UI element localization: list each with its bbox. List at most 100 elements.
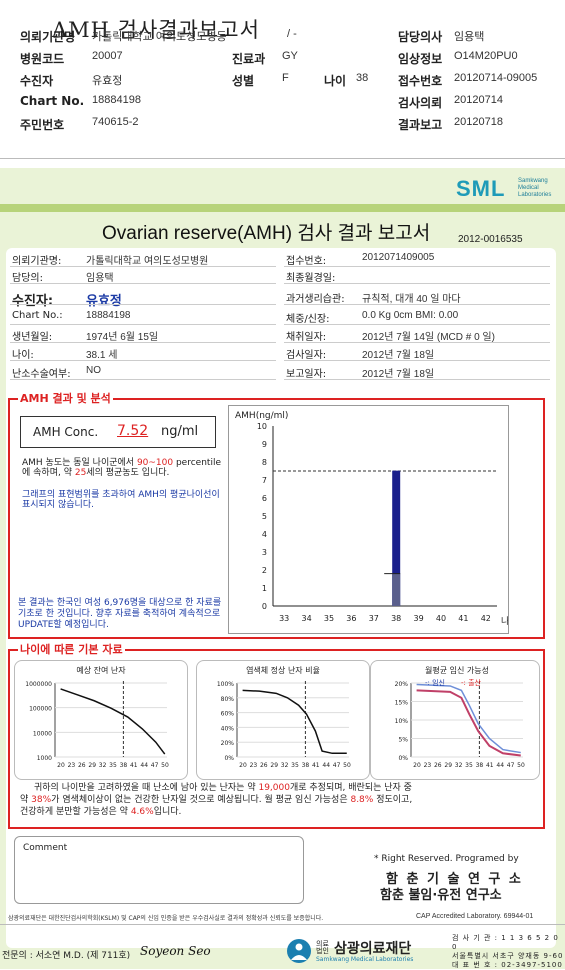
mini-x-tick: 41: [486, 762, 494, 769]
info-label: 접수번호:: [286, 256, 327, 267]
amh-desc-text: 세의 평균농도 입니다.: [86, 468, 170, 478]
info-value: 1974년 6월 15일: [86, 332, 159, 343]
lab-name-2: 함춘 불임·유전 연구소: [380, 888, 502, 903]
y-tick-label: 8: [262, 458, 267, 467]
info-label: 난소수술여부:: [12, 369, 71, 380]
header-value: 18884198: [92, 94, 141, 106]
age-text: 입니다.: [153, 807, 182, 817]
age-text: 건강하게 분만할 가능성은 약: [20, 807, 131, 817]
sml-logo-sub: Laboratories: [518, 192, 552, 198]
mini-x-tick: 26: [434, 762, 442, 769]
row-divider: [10, 304, 276, 305]
lab-street: 서울특별시 서초구 양재동 9-60: [452, 952, 564, 960]
mini-x-tick: 50: [343, 762, 351, 769]
chart-ylabel: AMH(ng/ml): [235, 411, 288, 421]
y-tick-label: 0: [262, 602, 267, 611]
header-value: 38: [356, 72, 369, 84]
mini-x-tick: 20: [57, 762, 65, 769]
row-divider: [10, 379, 276, 380]
info-label: 최종월경일:: [286, 273, 336, 284]
amh-data-note: 본 결과는 한국인 여성 6,976명을 대상으로 한 자료를 기초로 한 것입…: [18, 598, 222, 630]
x-tick-label: 33: [279, 614, 289, 623]
y-tick-label: 9: [262, 440, 267, 449]
pregnancy-curve: [416, 683, 521, 754]
mini-y-tick: 20%: [221, 740, 235, 747]
age-text: 정도이고,: [373, 795, 413, 805]
header-label: Chart No.: [20, 94, 85, 108]
header-value: 20120714: [454, 94, 503, 106]
y-tick-label: 6: [262, 494, 267, 503]
normal-egg-ratio: 38%: [31, 795, 52, 805]
x-tick-label: 41: [458, 614, 468, 623]
header-value: GY: [282, 50, 298, 62]
mini-y-tick: 100%: [217, 681, 234, 688]
row-divider: [10, 283, 276, 284]
mini-x-tick: 35: [109, 762, 117, 769]
delivery-probability: 4.6%: [130, 807, 154, 817]
age-text: 약: [20, 795, 32, 805]
mini-y-tick: 10000: [33, 730, 52, 737]
row-divider: [10, 266, 276, 267]
y-tick-label: 7: [262, 476, 267, 485]
birth-curve: [416, 689, 521, 757]
mini-x-tick: 32: [455, 762, 463, 769]
mini-chart-title: 염색체 정상 난자 비율: [246, 665, 320, 675]
mini-y-tick: 1000: [37, 755, 52, 762]
foundation-name: 삼광의료재단: [334, 941, 412, 957]
pregnancy-probability: 8.8%: [350, 795, 374, 805]
mini-x-tick: 44: [140, 762, 148, 769]
egg-count: 19,000: [258, 783, 290, 793]
info-value: 유효정: [86, 293, 122, 308]
row-divider: [10, 342, 276, 343]
info-label: 체중/신장:: [286, 314, 330, 325]
y-tick-label: 10: [257, 422, 267, 431]
mini-x-tick: 32: [281, 762, 289, 769]
amh-conc-label: AMH Conc.: [33, 425, 99, 439]
lab-code: 검 사 기 관 : 1 1 3 6 5 2 0 0: [452, 934, 559, 951]
egg-reserve-curve: [60, 688, 166, 755]
amh-chart-frame: AMH(ng/ml) 0 1 2 3 4 5 6 7 8 9 10 33 34 35 36 37 38 39 40 41…: [228, 405, 518, 634]
info-value: 0.0 Kg 0cm BMI: 0.00: [362, 310, 459, 321]
header-label: 주민번호: [20, 118, 65, 132]
mini-x-tick: 41: [130, 762, 138, 769]
lab-name: 함 춘 기 술 연 구 소: [386, 872, 523, 887]
mini-x-tick: 23: [250, 762, 258, 769]
foundation-logo: 의료 법인 삼광의료재단 Samkwang Medical Laboratori…: [286, 938, 436, 964]
row-divider: [284, 324, 550, 325]
info-value: 2012년 7월 18일: [362, 350, 435, 361]
mini-x-tick: 26: [78, 762, 86, 769]
mini-x-tick: 47: [151, 762, 159, 769]
header-value: 임용택: [454, 31, 485, 43]
pregnancy-chart-card: 월평균 임신 가능성 20% 15% 10% 5% 0% 20 23 26 29 32 35 38 41 4…: [370, 660, 540, 780]
amh-percentile-range: 90~100: [136, 458, 174, 468]
mini-chart-title: 월평균 임신 가능성: [425, 665, 489, 675]
mini-y-tick: 100000: [29, 706, 52, 713]
info-value: 18884198: [86, 310, 131, 321]
mini-y-tick: 15%: [395, 700, 409, 707]
info-value: 가톨릭대학교 여의도성모병원: [86, 256, 209, 267]
normal-egg-curve: [242, 689, 347, 755]
mini-x-tick: 23: [424, 762, 432, 769]
row-divider: [284, 342, 550, 343]
row-divider: [284, 379, 550, 380]
egg-reserve-chart: 예상 잔여 난자 1000000 100000 10000 1000 20 23 26 29 32…: [25, 665, 169, 769]
accreditation-note: 삼광의료재단은 대한진단검사의학회(KSLM) 및 CAP의 신임 인증을 받은…: [8, 915, 324, 922]
header-value: F: [282, 72, 289, 84]
mini-x-tick: 29: [270, 762, 278, 769]
mini-y-tick: 60%: [221, 711, 235, 718]
mini-y-tick: 0%: [398, 755, 408, 762]
age-text: 가 염색체이상이 없는 건강한 난자일 것으로 예상됩니다. 월 평균 임신 가…: [51, 795, 351, 805]
mini-x-tick: 20: [239, 762, 247, 769]
y-tick-label: 5: [262, 512, 267, 521]
comment-label: Comment: [23, 843, 68, 853]
info-label: 검사일자:: [286, 350, 327, 361]
mini-x-tick: 26: [260, 762, 268, 769]
info-value: 임용택: [86, 273, 114, 284]
mini-y-tick: 1000000: [25, 681, 52, 688]
mini-x-tick: 38: [476, 762, 484, 769]
row-divider: [284, 360, 550, 361]
mini-x-tick: 29: [88, 762, 96, 769]
foundation-english: Samkwang Medical Laboratories: [316, 956, 414, 963]
comment-box: Comment: [14, 836, 304, 904]
info-value: 2012071409005: [362, 252, 435, 263]
